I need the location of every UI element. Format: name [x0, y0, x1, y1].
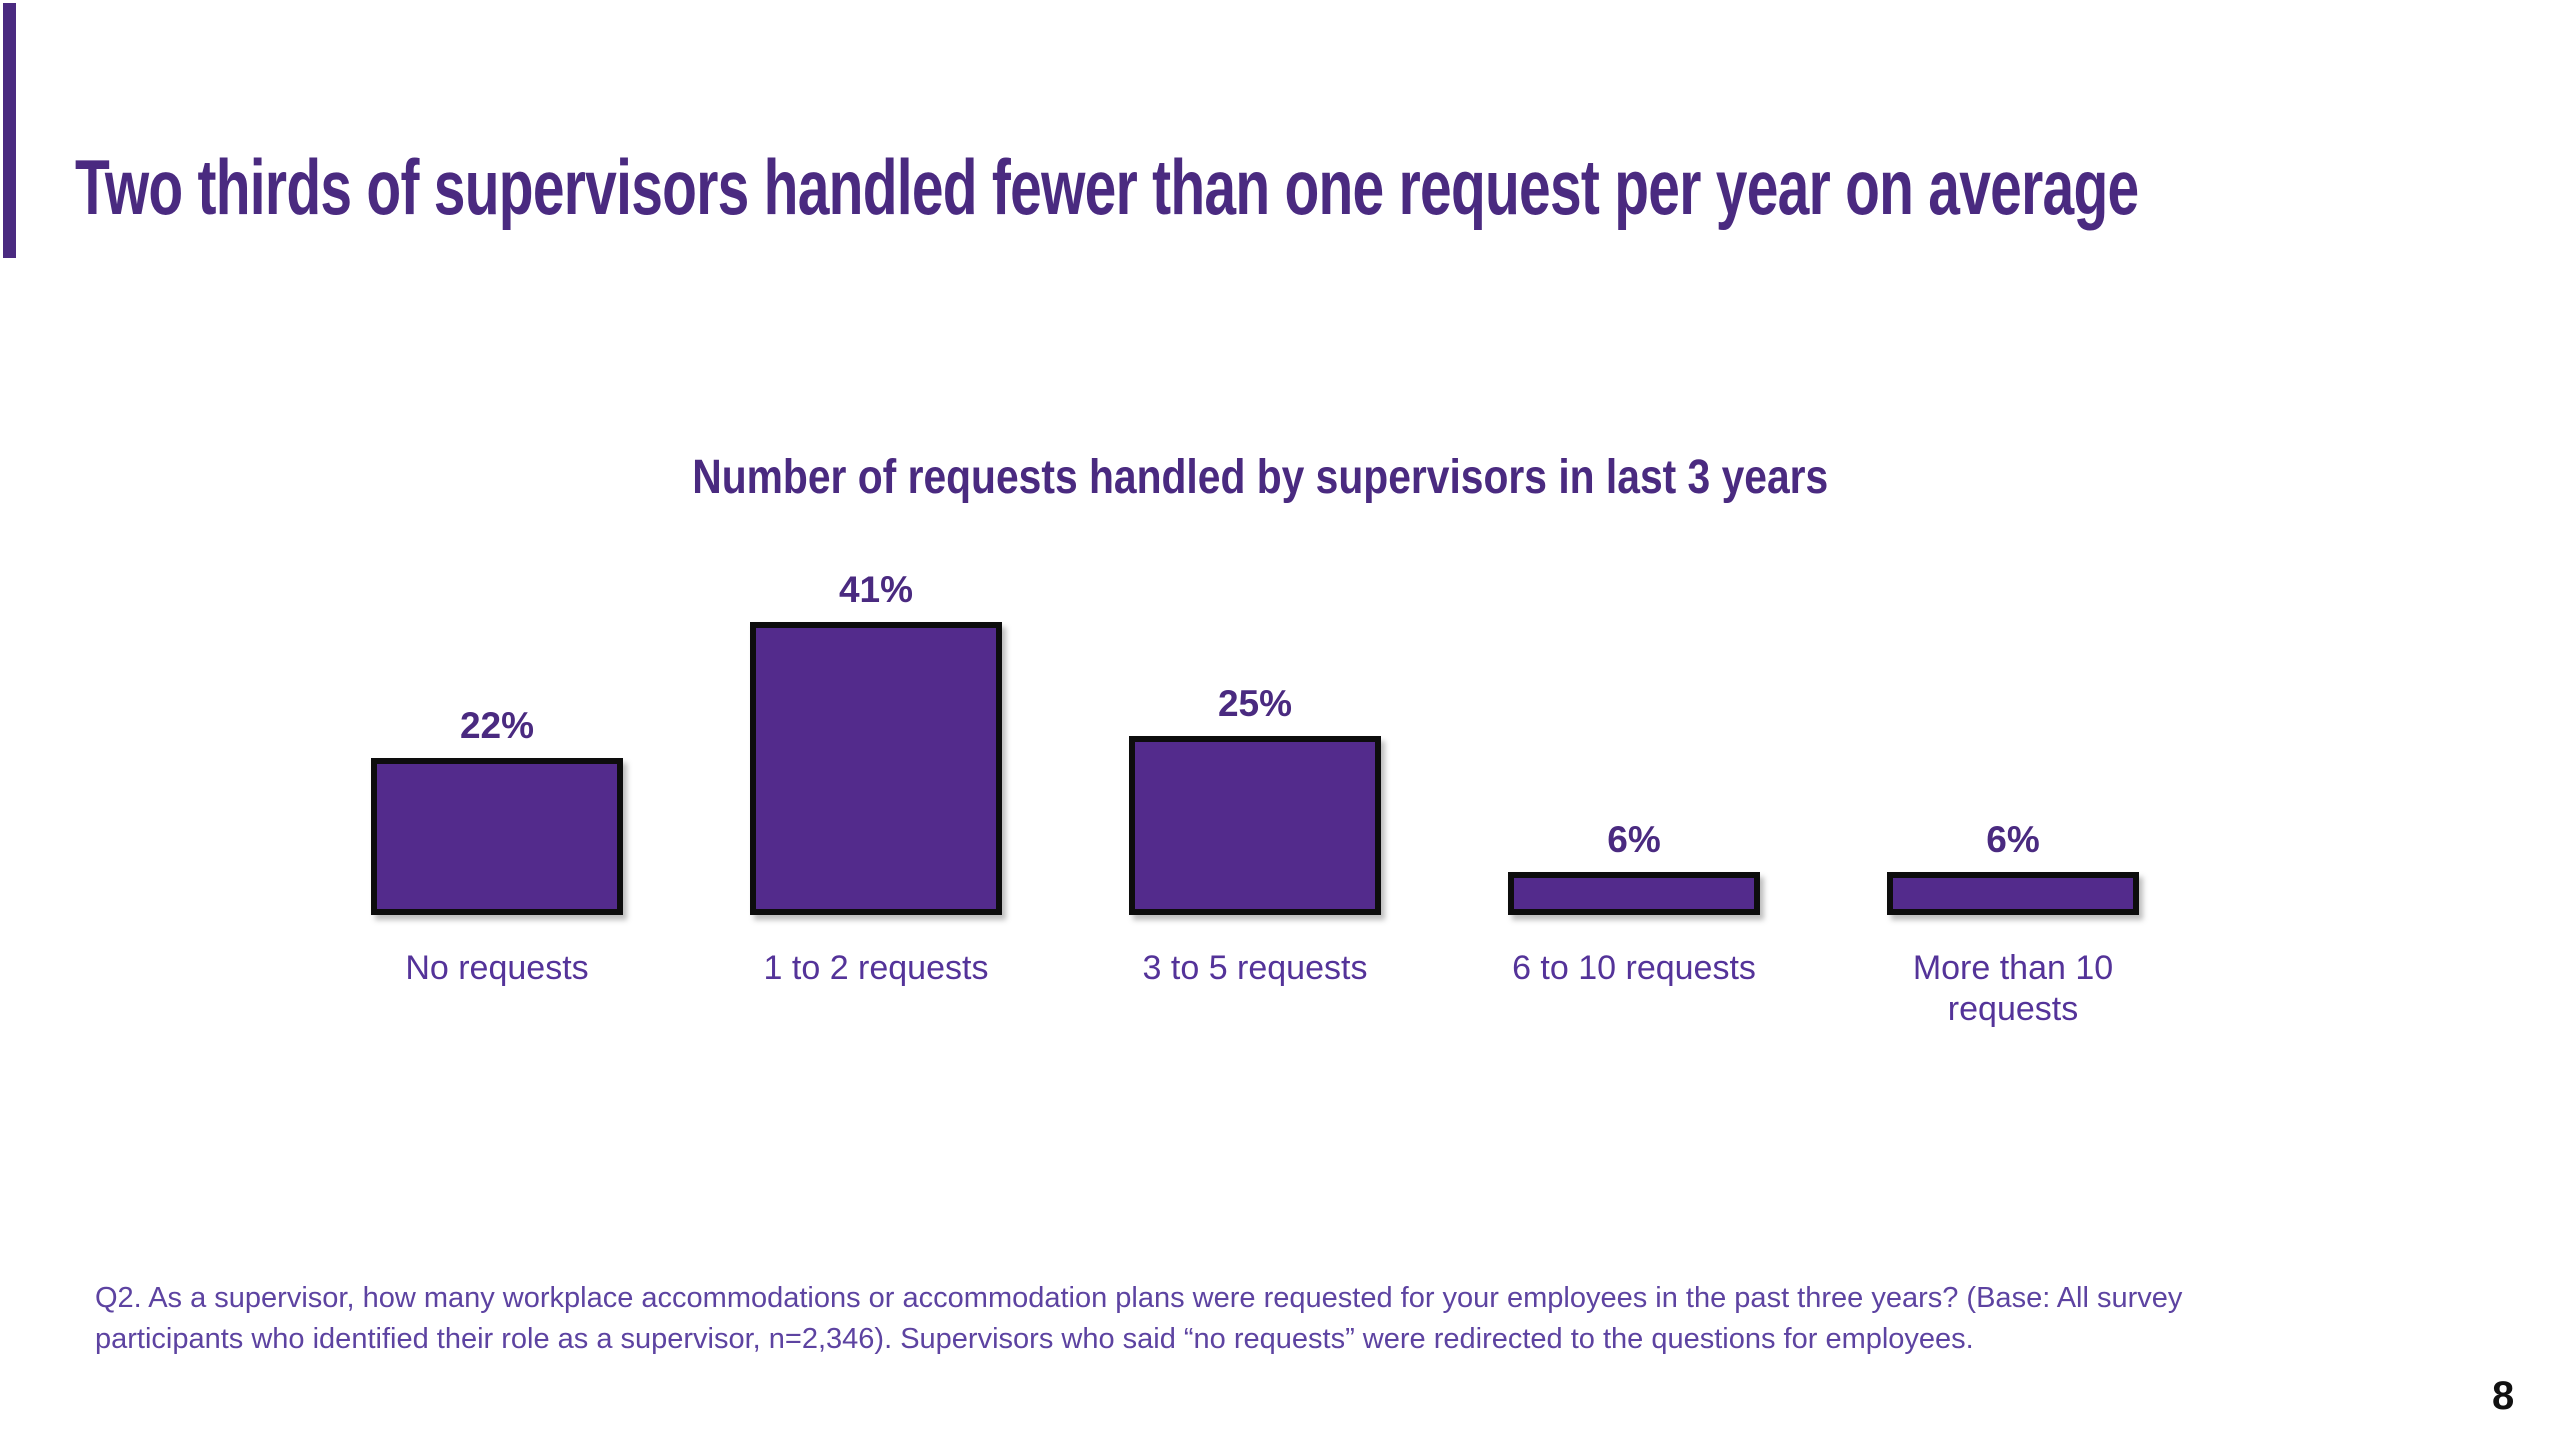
- bar-category-label: 3 to 5 requests: [1142, 949, 1368, 987]
- bar-category-label: More than 10 requests: [1912, 949, 2114, 1029]
- bar-column: 41%: [750, 569, 1002, 915]
- bar-value-label: 6%: [1607, 819, 1661, 861]
- bar-column: 6%: [1887, 819, 2139, 915]
- page-number: 8: [2492, 1374, 2515, 1418]
- bar-category-label: 6 to 10 requests: [1512, 949, 1756, 987]
- bar-value-label: 25%: [1217, 683, 1293, 725]
- footnote-line-2: participants who identified their role a…: [95, 1323, 1974, 1356]
- chart-title-wrap: Number of requests handled by supervisor…: [430, 451, 2090, 505]
- bar-category-label: 1 to 2 requests: [763, 949, 989, 987]
- accent-stripe: [3, 3, 16, 258]
- footnote-line-1: Q2. As a supervisor, how many workplace …: [95, 1282, 2183, 1314]
- bar: [1508, 872, 1760, 915]
- bar-value-label: 22%: [459, 705, 535, 747]
- bar-value-label: 41%: [838, 569, 914, 611]
- bar-column: 22%: [371, 705, 623, 915]
- bar: [750, 622, 1002, 915]
- bar-column: 25%: [1129, 683, 1381, 915]
- slide-title: Two thirds of supervisors handled fewer …: [75, 143, 2139, 231]
- chart-title: Number of requests handled by supervisor…: [691, 451, 1828, 504]
- bar-value-label: 6%: [1986, 819, 2040, 861]
- footnote: Q2. As a supervisor, how many workplace …: [95, 1278, 2435, 1360]
- bar: [1129, 736, 1381, 915]
- bar: [371, 758, 623, 915]
- bar-column: 6%: [1508, 819, 1760, 915]
- bar-category-label: No requests: [405, 949, 589, 987]
- bar: [1887, 872, 2139, 915]
